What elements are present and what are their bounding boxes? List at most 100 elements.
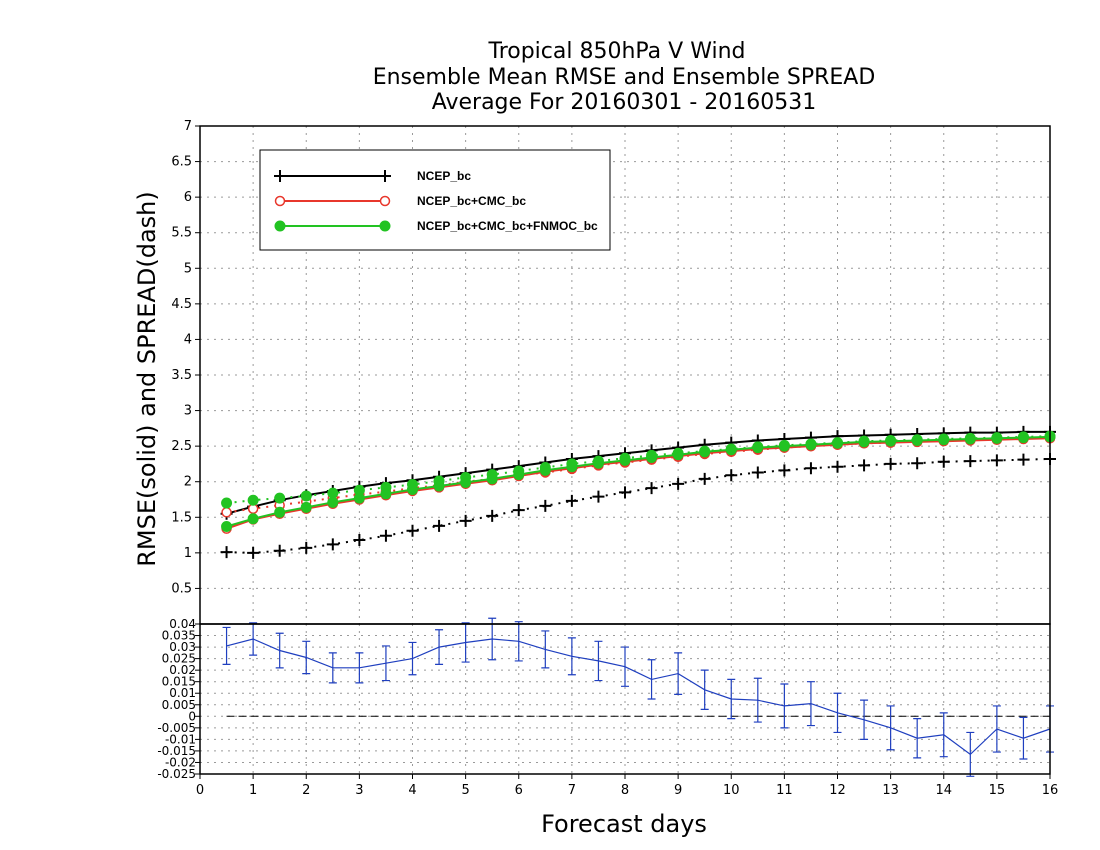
rmse-point (672, 449, 684, 461)
rmse-point (513, 469, 525, 481)
spread-point (274, 492, 286, 504)
spread-point (433, 519, 446, 532)
rmse-point (991, 432, 1003, 444)
spread-point (247, 546, 260, 559)
legend-label: NCEP_bc+CMC_bc (417, 194, 526, 208)
upper-y-tick-label: 1 (184, 546, 192, 561)
x-tick-label: 13 (882, 783, 899, 798)
rmse-point (619, 454, 631, 466)
spread-point (884, 457, 897, 470)
x-tick-label: 1 (249, 783, 257, 798)
x-tick-label: 8 (621, 783, 629, 798)
legend-marker-right (379, 170, 391, 182)
error-bar (621, 646, 629, 687)
spread-point (751, 466, 764, 479)
error-bar (355, 652, 364, 684)
rmse-point (832, 437, 843, 449)
legend-label: NCEP_bc (417, 169, 471, 183)
spread-point (539, 499, 552, 512)
spread-point (353, 534, 366, 547)
error-bar (780, 683, 789, 729)
x-tick-label: 16 (1042, 783, 1059, 798)
rmse-point (566, 461, 578, 473)
x-tick-label: 14 (935, 783, 952, 798)
x-tick-label: 10 (723, 783, 740, 798)
spread-point (300, 490, 312, 502)
rmse-point (885, 435, 897, 447)
error-bar (966, 731, 975, 777)
spread-point (326, 538, 339, 551)
spread-point (221, 497, 233, 509)
spread-point (379, 529, 392, 542)
rmse-point (539, 464, 551, 476)
upper-y-tick-label: 5.5 (171, 226, 192, 241)
spread-point (725, 469, 738, 482)
x-tick-label: 3 (355, 783, 363, 798)
spread-point (964, 455, 977, 468)
rmse-point (1017, 432, 1029, 444)
lower-plot-frame (199, 623, 1051, 775)
error-bar (302, 640, 311, 675)
error-bar (408, 641, 417, 676)
rmse-point (752, 442, 764, 454)
rmse-point (300, 501, 312, 513)
upper-y-tick-label: 7 (184, 119, 192, 134)
error-bar (1019, 716, 1028, 760)
lower-y-tick-label: -0.01 (165, 732, 196, 746)
x-tick-label: 5 (461, 783, 469, 798)
error-bar (753, 677, 762, 723)
upper-y-tick-label: 6 (184, 190, 192, 205)
rmse-line (226, 435, 1051, 528)
legend: NCEP_bc NCEP_bc+CMC_bc NCEP_bc+CMC_bc+FNMO… (259, 149, 611, 251)
rmse-point (247, 513, 259, 525)
rmse-point (911, 434, 923, 446)
lower-y-tick-label: 0.005 (162, 698, 196, 712)
lower-y-tick-label: 0.02 (169, 663, 196, 677)
upper-y-tick-label: 0.5 (171, 581, 192, 596)
upper-y-tick-label: 2.5 (171, 439, 192, 454)
x-tick-label: 15 (989, 783, 1006, 798)
rmse-point (646, 452, 658, 464)
error-bar (833, 692, 842, 734)
upper-y-tick-label: 4.5 (171, 297, 192, 312)
upper-y-tick-label: 3 (184, 404, 192, 419)
rmse-point (938, 434, 950, 446)
lower-y-tick-label: 0.025 (162, 652, 196, 666)
spread-point (804, 462, 817, 475)
legend-label: NCEP_bc+CMC_bc+FNMOC_bc (417, 219, 598, 233)
x-tick-label: 6 (515, 783, 523, 798)
spread-point (565, 494, 578, 507)
upper-y-tick-label: 1.5 (171, 510, 192, 525)
error-bar (514, 621, 523, 662)
rmse-point (725, 444, 737, 456)
lower-y-tick-label: -0.005 (157, 721, 196, 735)
lower-y-tick-label: 0.03 (169, 640, 196, 654)
rmse-point (274, 506, 286, 518)
error-bar (992, 705, 1001, 753)
spread-point (406, 524, 419, 537)
spread-point (698, 472, 711, 485)
lower-y-tick-label: -0.015 (157, 744, 196, 758)
spread-point (1017, 453, 1030, 466)
lower-y-tick-label: 0 (188, 709, 196, 723)
lower-y-tick-label: 0.04 (169, 617, 196, 631)
rmse-point (407, 484, 418, 496)
upper-y-tick-label: 5 (184, 261, 192, 276)
error-bar (461, 622, 470, 663)
chart-title-line-3: Average For 20160301 - 20160531 (432, 90, 817, 115)
spread-point (459, 514, 472, 527)
spread-point (486, 509, 499, 522)
rmse-point (380, 488, 392, 500)
rmse-point (486, 473, 498, 485)
rmse-point (699, 446, 711, 458)
spread-point (512, 504, 525, 517)
lower-y-tick-label: -0.025 (157, 767, 196, 781)
upper-series (220, 425, 1056, 559)
lower-y-tick-label: 0.01 (169, 686, 196, 700)
error-bar (647, 659, 656, 700)
spread-line (226, 457, 1051, 554)
legend-marker-right (379, 195, 391, 207)
upper-y-tick-label: 3.5 (171, 368, 192, 383)
spread-point (619, 486, 631, 499)
spread-point (672, 477, 685, 490)
